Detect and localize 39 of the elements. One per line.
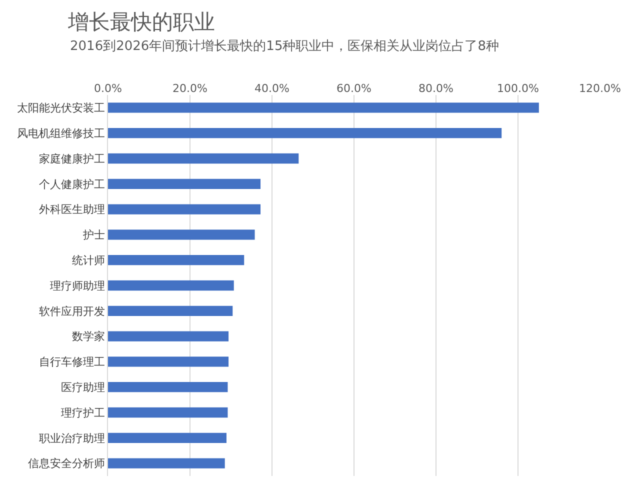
bar xyxy=(108,306,233,316)
bar xyxy=(108,178,261,189)
x-tick-label: 60.0% xyxy=(336,82,372,95)
y-tick-label: 理疗护工 xyxy=(60,406,105,420)
y-tick-label: 数学家 xyxy=(72,330,105,344)
y-tick-label: 护士 xyxy=(82,228,105,242)
bar xyxy=(108,153,299,164)
y-tick-label: 风电机组维修技工 xyxy=(16,126,105,140)
bar xyxy=(108,128,502,138)
y-tick-label: 信息安全分析师 xyxy=(28,457,105,470)
chart-subtitle: 2016到2026年间预计增长最快的15种职业中，医保相关从业岗位占了8种 xyxy=(70,39,499,54)
y-tick-label: 软件应用开发 xyxy=(38,304,105,318)
x-tick-label: 120.0% xyxy=(579,82,621,95)
bar xyxy=(108,458,225,468)
bar xyxy=(108,331,229,342)
y-tick-label: 外科医生助理 xyxy=(38,203,105,216)
y-tick-label: 职业治疗助理 xyxy=(38,432,105,445)
y-tick-label: 家庭健康护工 xyxy=(38,152,105,166)
bar xyxy=(108,407,228,418)
bar xyxy=(108,230,255,240)
y-tick-label: 统计师 xyxy=(72,254,105,267)
bar xyxy=(108,356,229,367)
y-tick-label: 医疗助理 xyxy=(60,380,105,394)
bar xyxy=(108,382,228,392)
x-tick-label: 100.0% xyxy=(497,82,539,95)
bar xyxy=(108,255,244,266)
y-tick-label: 个人健康护工 xyxy=(38,178,105,191)
bar xyxy=(108,204,261,214)
bar xyxy=(108,102,539,113)
y-tick-label: 理疗师助理 xyxy=(50,279,105,292)
chart-title: 增长最快的职业 xyxy=(66,10,215,34)
y-tick-label: 太阳能光伏安装工 xyxy=(16,102,105,115)
x-tick-label: 0.0% xyxy=(94,82,122,95)
bar xyxy=(108,280,234,291)
y-tick-label: 自行车修理工 xyxy=(38,356,105,369)
bar xyxy=(108,432,226,443)
x-tick-label: 80.0% xyxy=(418,82,454,95)
x-tick-label: 20.0% xyxy=(172,82,208,95)
x-tick-label: 40.0% xyxy=(254,82,290,95)
